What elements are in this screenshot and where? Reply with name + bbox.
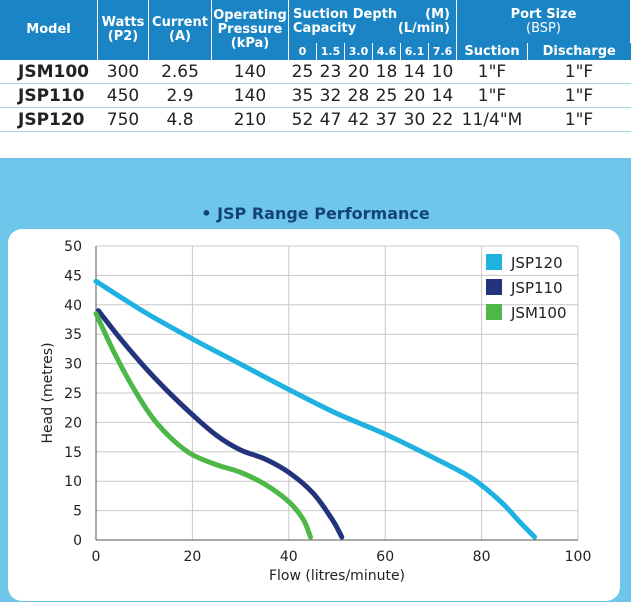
- specs-table: Model Watts (P2) Current (A) Operating P…: [0, 0, 631, 132]
- header-model: Model: [0, 0, 98, 60]
- y-tick-label: 50: [64, 239, 82, 255]
- header-current-line1: Current: [152, 15, 208, 30]
- x-axis-label: Flow (litres/minute): [269, 568, 405, 584]
- watts-cell: 750: [97, 107, 149, 132]
- header-watts: Watts (P2): [97, 0, 149, 60]
- header-pressure-line2: Pressure: [217, 22, 283, 37]
- x-tick-label: 80: [473, 549, 491, 565]
- performance-chart: 0 20 40 60 80 100 0 5 10 15 20 25 30 35 40 45 50 Flow (li…: [40, 239, 592, 584]
- header-suction-depth: Suction Depth: [293, 6, 398, 22]
- header-discharge: Discharge: [527, 43, 631, 60]
- pressure-cell: 140: [211, 60, 289, 84]
- header-port-size: Port Size (BSP): [456, 0, 631, 43]
- y-tick-label: 10: [64, 474, 82, 490]
- watts-cell: 450: [97, 83, 149, 108]
- capacity-cell: 37: [372, 107, 401, 132]
- y-tick-label: 20: [64, 415, 82, 431]
- capacity-cell: 20: [400, 83, 429, 108]
- watts-cell: 300: [97, 60, 149, 84]
- capacity-cell: 14: [400, 60, 429, 84]
- y-axis-label: Head (metres): [40, 342, 56, 443]
- capacity-cell: 32: [316, 83, 345, 108]
- y-tick-label: 45: [64, 268, 82, 284]
- header-depth-4: 6.1: [400, 43, 429, 60]
- header-depth-1: 1.5: [316, 43, 345, 60]
- header-current: Current (A): [148, 0, 212, 60]
- y-tick-label: 30: [64, 357, 82, 373]
- capacity-cell: 10: [428, 60, 457, 84]
- x-tick-label: 40: [280, 549, 298, 565]
- header-suction-depth-unit: (M): [425, 6, 450, 22]
- pressure-cell: 140: [211, 83, 289, 108]
- current-cell: 4.8: [148, 107, 212, 132]
- x-tick-label: 0: [92, 549, 101, 565]
- suction-cell: 11/4"M: [456, 107, 528, 132]
- discharge-cell: 1"F: [527, 60, 631, 84]
- header-current-line2: (A): [169, 29, 191, 44]
- header-depth-2: 3.0: [344, 43, 373, 60]
- x-tick-label: 20: [183, 549, 201, 565]
- y-tick-label: 35: [64, 327, 82, 343]
- header-depth-0: 0: [288, 43, 317, 60]
- y-tick-label: 0: [73, 533, 82, 549]
- capacity-cell: 20: [344, 60, 373, 84]
- header-suction: Suction: [456, 43, 528, 60]
- discharge-cell: 1"F: [527, 83, 631, 108]
- current-cell: 2.65: [148, 60, 212, 84]
- legend-swatch-jsp120: [486, 254, 502, 270]
- table-row: JSM100 300 2.65 140 25 23 20 18 14 10 1"F 1"F: [0, 60, 631, 84]
- discharge-cell: 1"F: [527, 107, 631, 132]
- header-suction-capacity: Suction Depth (M) Capacity (L/min): [288, 0, 457, 43]
- x-tick-label: 100: [565, 549, 592, 565]
- chart-title: • JSP Range Performance: [201, 204, 430, 223]
- y-tick-label: 25: [64, 386, 82, 402]
- y-tick-label: 15: [64, 445, 82, 461]
- suction-cell: 1"F: [456, 60, 528, 84]
- capacity-cell: 25: [288, 60, 317, 84]
- header-port-size-unit: (BSP): [526, 20, 561, 36]
- series-line-jsp120: [93, 278, 538, 540]
- chart-panel: 0 20 40 60 80 100 0 5 10 15 20 25 30 35 40 45 50 Flow (li…: [8, 229, 620, 601]
- capacity-cell: 35: [288, 83, 317, 108]
- capacity-cell: 23: [316, 60, 345, 84]
- y-tick-label: 40: [64, 298, 82, 314]
- header-port-size-label: Port Size: [510, 6, 577, 22]
- capacity-cell: 22: [428, 107, 457, 132]
- table-row: JSP110 450 2.9 140 35 32 28 25 20 14 1"F 1"F: [0, 83, 631, 108]
- capacity-cell: 18: [372, 60, 401, 84]
- legend-swatch-jsm100: [486, 304, 502, 320]
- legend-label: JSM100: [510, 304, 567, 322]
- header-watts-line2: (P2): [107, 29, 139, 44]
- x-tick-label: 60: [376, 549, 394, 565]
- series-line-jsm100: [93, 311, 313, 540]
- specs-table-section: Model Watts (P2) Current (A) Operating P…: [0, 0, 631, 158]
- series-line-jsp110: [95, 308, 345, 540]
- header-pressure: Operating Pressure (kPa): [211, 0, 289, 60]
- table-row: JSP120 750 4.8 210 52 47 42 37 30 22 11/4"M 1"F: [0, 107, 631, 132]
- capacity-cell: 47: [316, 107, 345, 132]
- capacity-cell: 28: [344, 83, 373, 108]
- suction-cell: 1"F: [456, 83, 528, 108]
- header-watts-line1: Watts: [101, 15, 145, 30]
- capacity-cell: 14: [428, 83, 457, 108]
- current-cell: 2.9: [148, 83, 212, 108]
- capacity-cell: 52: [288, 107, 317, 132]
- model-cell: JSM100: [0, 60, 98, 84]
- model-cell: JSP110: [0, 83, 98, 108]
- pressure-cell: 210: [211, 107, 289, 132]
- legend-label: JSP120: [510, 254, 563, 272]
- capacity-cell: 25: [372, 83, 401, 108]
- y-tick-label: 5: [73, 504, 82, 520]
- legend-label: JSP110: [510, 279, 563, 297]
- capacity-cell: 30: [400, 107, 429, 132]
- header-depth-5: 7.6: [428, 43, 457, 60]
- header-pressure-line1: Operating: [213, 8, 287, 23]
- legend-swatch-jsp110: [486, 279, 502, 295]
- header-pressure-line3: (kPa): [230, 36, 270, 51]
- header-capacity-unit: (L/min): [397, 20, 450, 36]
- header-depth-3: 4.6: [372, 43, 401, 60]
- model-cell: JSP120: [0, 107, 98, 132]
- header-capacity: Capacity: [293, 20, 357, 36]
- capacity-cell: 42: [344, 107, 373, 132]
